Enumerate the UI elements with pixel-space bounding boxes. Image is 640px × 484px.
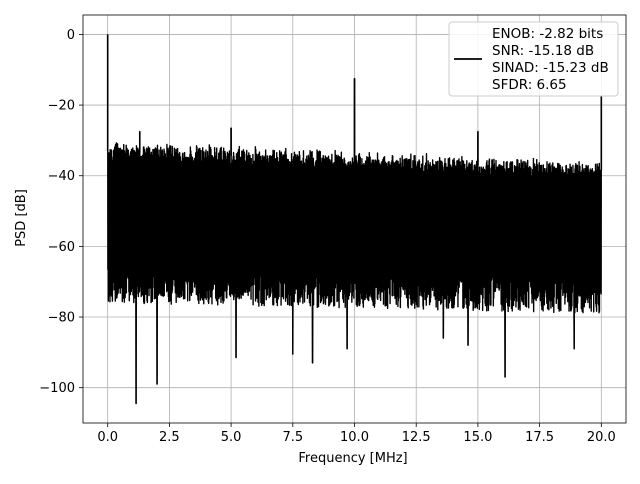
psd-series-line xyxy=(106,34,603,405)
y-tick-label: −20 xyxy=(48,99,75,114)
x-tick-label: 7.5 xyxy=(282,430,303,445)
x-axis-label: Frequency [MHz] xyxy=(298,451,407,466)
legend-line-snr: SNR: -15.18 dB xyxy=(492,43,594,59)
ticks-layer: 0.0 2.5 5.0 7.5 10.0 12.5 15.0 17.5 20.0 0 −20 −40 −… xyxy=(39,28,616,445)
x-tick-label: 15.0 xyxy=(463,430,492,445)
legend-box xyxy=(448,21,619,97)
y-tick-label: −40 xyxy=(48,169,75,184)
x-tick-label: 17.5 xyxy=(525,430,554,445)
x-tick-label: 10.0 xyxy=(340,430,369,445)
legend-line-sinad: SINAD: -15.23 dB xyxy=(492,60,609,76)
legend-line-enob: ENOB: -2.82 bits xyxy=(492,26,603,42)
x-tick-label: 12.5 xyxy=(402,430,431,445)
series-layer xyxy=(106,34,603,405)
y-axis-label: PSD [dB] xyxy=(14,189,29,247)
y-tick-label: 0 xyxy=(67,28,75,43)
x-tick-label: 20.0 xyxy=(587,430,616,445)
y-tick-label: −100 xyxy=(39,381,75,396)
legend: ENOB: -2.82 bits SNR: -15.18 dB SINAD: -… xyxy=(448,21,619,97)
y-tick-label: −60 xyxy=(48,240,75,255)
legend-line-sfdr: SFDR: 6.65 xyxy=(492,77,567,93)
x-tick-label: 2.5 xyxy=(159,430,180,445)
x-tick-label: 0.0 xyxy=(97,430,118,445)
y-tick-label: −80 xyxy=(48,311,75,326)
x-tick-label: 5.0 xyxy=(221,430,242,445)
